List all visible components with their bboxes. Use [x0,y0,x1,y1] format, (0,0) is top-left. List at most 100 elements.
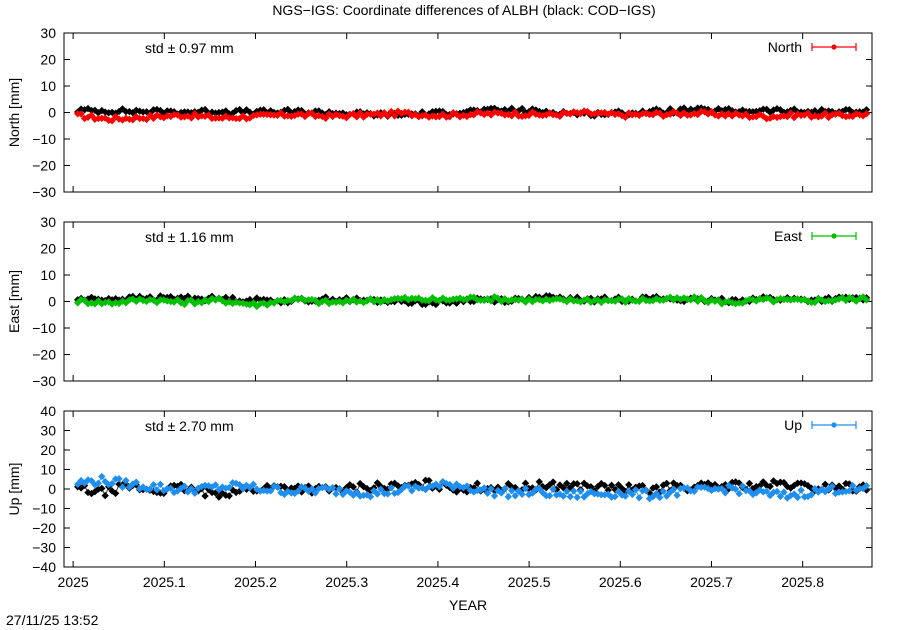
y-axis-label: North [mm] [6,78,22,147]
data-point [735,490,743,498]
data-point [387,107,395,116]
data-point [566,493,574,501]
data-point [473,479,481,487]
data-point [108,117,116,125]
y-axis-label: Up [mm] [6,463,22,516]
y-tick-label: −30 [32,540,56,556]
panel-north: 30 20 10 0 −10 −20 −30 North [mm] std ± 0.97 mm N… [6,25,873,200]
data-point [625,481,633,489]
std-label: std ± 1.16 mm [145,229,234,245]
data-point [611,492,619,501]
data-point [487,485,495,493]
legend-label: East [774,228,802,244]
panel-east: 30 20 10 0 −10 −20 −30 East [mm] std ± 1.16 mm Ea… [6,214,873,389]
data-point [249,480,258,488]
data-point [807,491,816,499]
x-tick-label: 2025 [58,574,89,590]
y-tick-label: 0 [48,105,56,121]
data-point [356,109,364,117]
data-point [563,479,571,488]
data-point [862,296,871,304]
data-point [490,492,499,500]
x-tick-label: 2025.3 [325,574,368,590]
data-point [501,484,509,493]
y-tick-label: 20 [40,52,56,68]
data-point [387,484,395,492]
data-point [845,487,853,495]
data-point [463,482,471,490]
data-point [497,489,506,497]
data-point [349,483,357,491]
data-point [766,482,774,491]
data-point [273,483,282,491]
x-axis-label: YEAR [449,597,487,613]
data-point [215,493,223,501]
data-point [366,493,375,501]
x-tick-label: 2025.5 [508,574,551,590]
data-point [142,115,151,124]
data-point [652,483,661,491]
data-point [773,487,781,496]
data-point [731,485,740,493]
data-point [184,292,192,300]
data-point [745,479,754,488]
data-point [797,486,805,494]
data-point [862,106,871,114]
data-point [635,494,643,502]
data-point [487,297,495,305]
data-point [187,114,196,122]
y-tick-label: 20 [40,442,56,458]
east-series-ngs [74,293,871,311]
data-point [776,492,785,501]
data-point [122,476,130,485]
timestamp: 27/11/25 13:52 [6,612,99,628]
x-tick-label: 2025.7 [690,574,733,590]
data-point [535,484,543,493]
data-point [191,489,199,497]
data-point [294,487,302,495]
data-point [384,490,392,498]
y-tick-label: −10 [32,320,56,336]
y-tick-label: −20 [32,520,56,536]
data-point [828,482,836,490]
data-point [756,482,764,490]
data-point [780,488,788,496]
data-point [511,492,519,500]
data-point [549,478,557,486]
data-point [573,493,581,502]
data-point [669,485,678,494]
data-point [404,482,413,490]
data-point [576,487,585,495]
y-tick-label: 30 [40,423,56,439]
data-point [146,485,154,493]
data-point [601,481,609,490]
data-point [332,490,340,498]
data-point [167,484,175,492]
data-point [390,112,399,120]
data-point [638,481,647,490]
data-point [518,490,526,498]
north-series-ngs [74,107,871,125]
data-point [435,483,444,491]
data-point [266,487,275,495]
data-point [559,492,568,500]
x-tick-label: 2025.1 [143,574,186,590]
data-point [821,109,829,117]
y-tick-label: −20 [32,158,56,174]
data-point [108,479,116,488]
data-point [322,114,330,122]
data-point [549,485,557,493]
data-point [793,493,802,502]
data-point [187,485,196,493]
data-point [132,478,140,486]
y-axis-label: East [mm] [6,270,22,333]
legend-label: Up [784,417,802,433]
data-point [570,487,578,495]
data-point [787,109,795,117]
data-point [642,486,650,495]
data-point [521,479,530,487]
data-point [408,487,416,495]
y-tick-label: 40 [40,403,56,419]
y-tick-label: 0 [48,481,56,497]
